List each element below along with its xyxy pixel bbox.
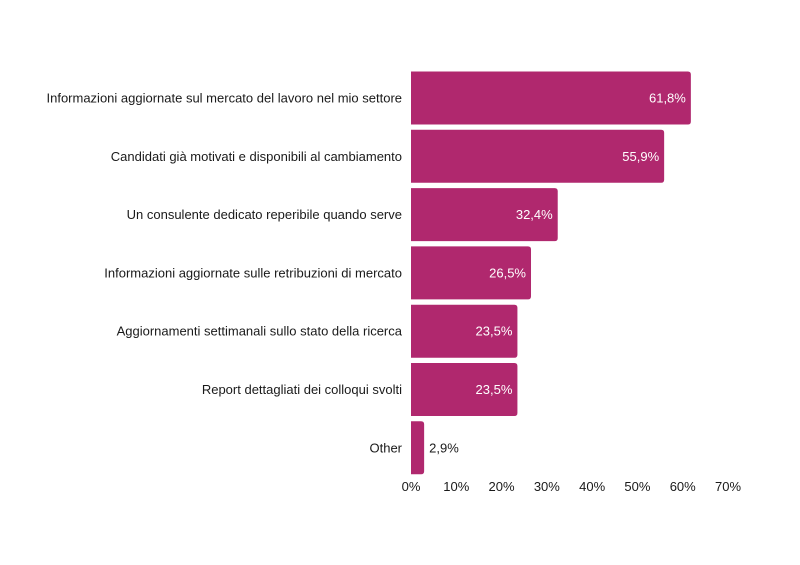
data-label: 61,8% bbox=[649, 91, 686, 106]
category-label: Report dettagliati dei colloqui svolti bbox=[202, 382, 402, 397]
data-labels: 61,8% 55,9% 32,4% 26,5% 23,5% 23,5% 2,9% bbox=[429, 91, 686, 456]
data-label: 32,4% bbox=[516, 207, 553, 222]
category-label: Informazioni aggiornate sul mercato del … bbox=[46, 91, 402, 106]
x-tick-label: 60% bbox=[670, 479, 696, 494]
x-tick-label: 0% bbox=[402, 479, 421, 494]
x-tick-label: 50% bbox=[624, 479, 650, 494]
data-label: 2,9% bbox=[429, 440, 459, 455]
data-label: 23,5% bbox=[476, 324, 513, 339]
category-label: Other bbox=[369, 440, 402, 455]
bar bbox=[411, 188, 558, 242]
bar bbox=[411, 246, 532, 300]
data-label: 26,5% bbox=[489, 265, 526, 280]
bar bbox=[411, 71, 691, 125]
bar bbox=[411, 129, 665, 183]
x-tick-label: 30% bbox=[534, 479, 560, 494]
bar bbox=[411, 421, 425, 475]
data-label: 55,9% bbox=[622, 149, 659, 164]
category-label: Aggiornamenti settimanali sullo stato de… bbox=[117, 324, 403, 339]
category-label: Informazioni aggiornate sulle retribuzio… bbox=[104, 265, 402, 280]
x-tick-label: 20% bbox=[489, 479, 515, 494]
category-label: Un consulente dedicato reperibile quando… bbox=[127, 207, 402, 222]
bar bbox=[411, 304, 518, 358]
x-tick-label: 40% bbox=[579, 479, 605, 494]
x-tick-label: 10% bbox=[443, 479, 469, 494]
x-axis-ticks: 0% 10% 20% 30% 40% 50% 60% 70% bbox=[402, 479, 742, 494]
data-label: 23,5% bbox=[476, 382, 513, 397]
category-labels: Informazioni aggiornate sul mercato del … bbox=[46, 91, 402, 456]
category-label: Candidati già motivati e disponibili al … bbox=[111, 149, 402, 164]
x-tick-label: 70% bbox=[715, 479, 741, 494]
bar bbox=[411, 363, 518, 416]
bars-layer bbox=[411, 71, 691, 475]
